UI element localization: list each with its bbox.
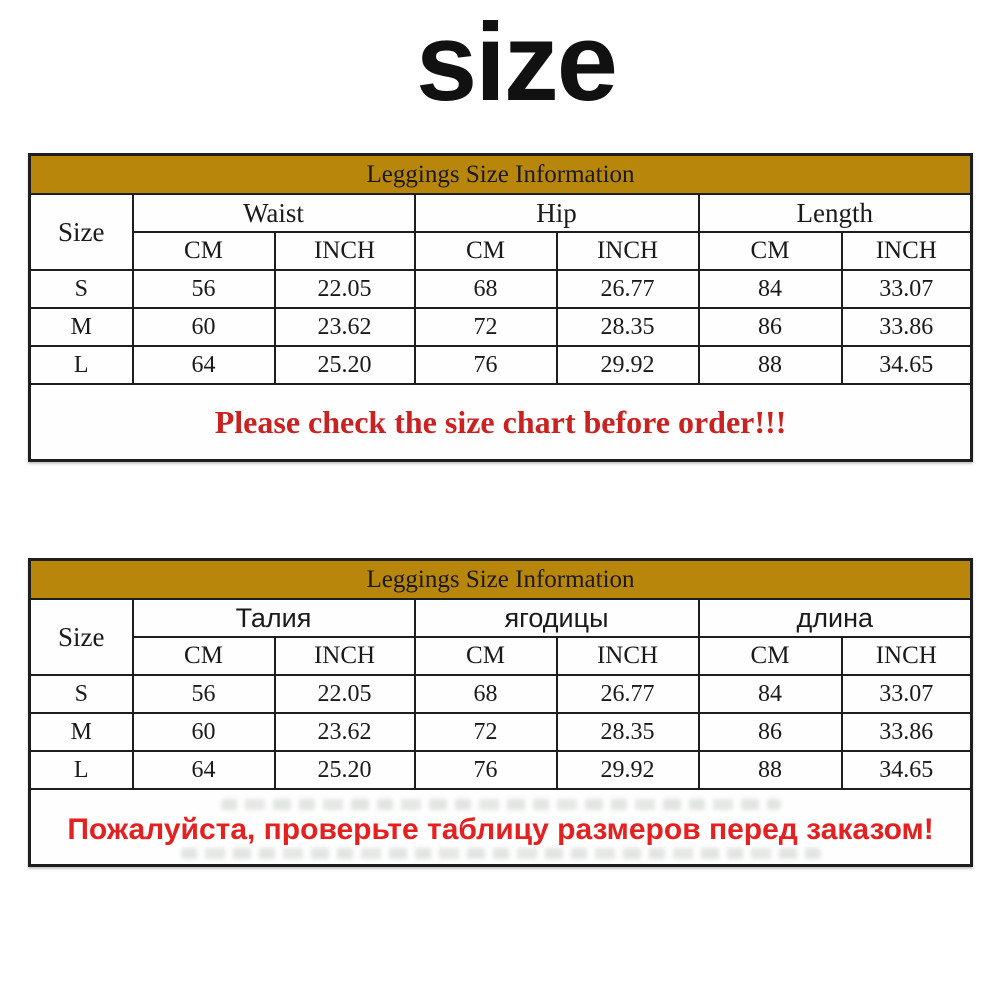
table-cell: 25.20 [273, 345, 416, 385]
table-cell: 23.62 [273, 712, 416, 752]
table-cell: 60 [131, 712, 276, 752]
banner-row: Leggings Size Information [28, 558, 973, 600]
unit-header-cm: CM [131, 231, 276, 271]
table-cell: 22.05 [273, 674, 416, 714]
table-cell: 33.07 [840, 674, 973, 714]
table-cell: 29.92 [555, 345, 700, 385]
table-cell: 64 [131, 750, 276, 790]
size-note-russian: Пожалуйста, проверьте таблицу размеров п… [67, 813, 934, 846]
unit-header-cm: CM [413, 636, 558, 676]
table-cell: 29.92 [555, 750, 700, 790]
banner-row: Leggings Size Information [28, 153, 973, 195]
unit-header-cm: CM [697, 231, 843, 271]
size-column-header: Size [28, 193, 134, 271]
table-cell: 72 [413, 307, 558, 347]
ghost-text-artifact [220, 799, 781, 810]
size-table-english: Leggings Size Information Size Waist Hip… [28, 153, 974, 462]
table-cell: 86 [697, 307, 843, 347]
note-row: Пожалуйста, проверьте таблицу размеров п… [28, 788, 973, 867]
table-banner: Leggings Size Information [28, 153, 973, 195]
row-size-label: S [28, 674, 134, 714]
row-size-label: L [28, 345, 134, 385]
table-cell: 72 [413, 712, 558, 752]
table-cell: 33.07 [840, 269, 973, 309]
table-row: M 60 23.62 72 28.35 86 33.86 [28, 712, 973, 752]
table-cell: 84 [697, 269, 843, 309]
note-cell: Пожалуйста, проверьте таблицу размеров п… [28, 788, 973, 867]
table-banner: Leggings Size Information [28, 558, 973, 600]
table-cell: 56 [131, 269, 276, 309]
table-cell: 76 [413, 750, 558, 790]
table-row: L 64 25.20 76 29.92 88 34.65 [28, 345, 973, 385]
table-cell: 34.65 [840, 750, 973, 790]
table-cell: 76 [413, 345, 558, 385]
size-column-header: Size [28, 598, 134, 676]
group-header-length: Length [697, 193, 973, 233]
size-note-english: Please check the size chart before order… [214, 403, 787, 440]
table-row: S 56 22.05 68 26.77 84 33.07 [28, 269, 973, 309]
unit-header-inch: INCH [555, 636, 700, 676]
table-cell: 56 [131, 674, 276, 714]
table-cell: 33.86 [840, 307, 973, 347]
unit-header-cm: CM [131, 636, 276, 676]
table-cell: 22.05 [273, 269, 416, 309]
unit-header-cm: CM [697, 636, 843, 676]
group-header-hip-ru: ягодицы [413, 598, 700, 638]
unit-header-cm: CM [413, 231, 558, 271]
table-row: M 60 23.62 72 28.35 86 33.86 [28, 307, 973, 347]
group-header-waist-ru: Талия [131, 598, 416, 638]
table-cell: 25.20 [273, 750, 416, 790]
row-size-label: L [28, 750, 134, 790]
table-cell: 88 [697, 345, 843, 385]
note-row: Please check the size chart before order… [28, 383, 973, 462]
table-cell: 23.62 [273, 307, 416, 347]
table-cell: 28.35 [555, 307, 700, 347]
group-header-waist: Waist [131, 193, 416, 233]
table-cell: 26.77 [555, 674, 700, 714]
table-cell: 88 [697, 750, 843, 790]
table-cell: 34.65 [840, 345, 973, 385]
row-size-label: M [28, 712, 134, 752]
unit-header-inch: INCH [273, 231, 416, 271]
ghost-text-artifact [180, 848, 821, 859]
size-table-russian: Leggings Size Information Size Талия яго… [28, 558, 974, 867]
row-size-label: S [28, 269, 134, 309]
table-cell: 84 [697, 674, 843, 714]
group-header-hip: Hip [413, 193, 700, 233]
table-cell: 68 [413, 269, 558, 309]
table-row: S 56 22.05 68 26.77 84 33.07 [28, 674, 973, 714]
note-cell: Please check the size chart before order… [28, 383, 973, 462]
unit-header-inch: INCH [840, 636, 973, 676]
table-cell: 86 [697, 712, 843, 752]
table-cell: 33.86 [840, 712, 973, 752]
units-row: CM INCH CM INCH CM INCH [30, 231, 973, 271]
unit-header-inch: INCH [555, 231, 700, 271]
table-cell: 60 [131, 307, 276, 347]
group-header-length-ru: длина [697, 598, 973, 638]
group-header-row: Size Waist Hip Length [28, 193, 973, 271]
table-cell: 64 [131, 345, 276, 385]
table-cell: 26.77 [555, 269, 700, 309]
unit-header-inch: INCH [840, 231, 973, 271]
group-header-row: Size Талия ягодицы длина [28, 598, 973, 676]
row-size-label: M [28, 307, 134, 347]
unit-header-inch: INCH [273, 636, 416, 676]
table-cell: 68 [413, 674, 558, 714]
units-row: CM INCH CM INCH CM INCH [30, 636, 973, 676]
page-title: size [416, 1, 618, 124]
table-cell: 28.35 [555, 712, 700, 752]
table-row: L 64 25.20 76 29.92 88 34.65 [28, 750, 973, 790]
